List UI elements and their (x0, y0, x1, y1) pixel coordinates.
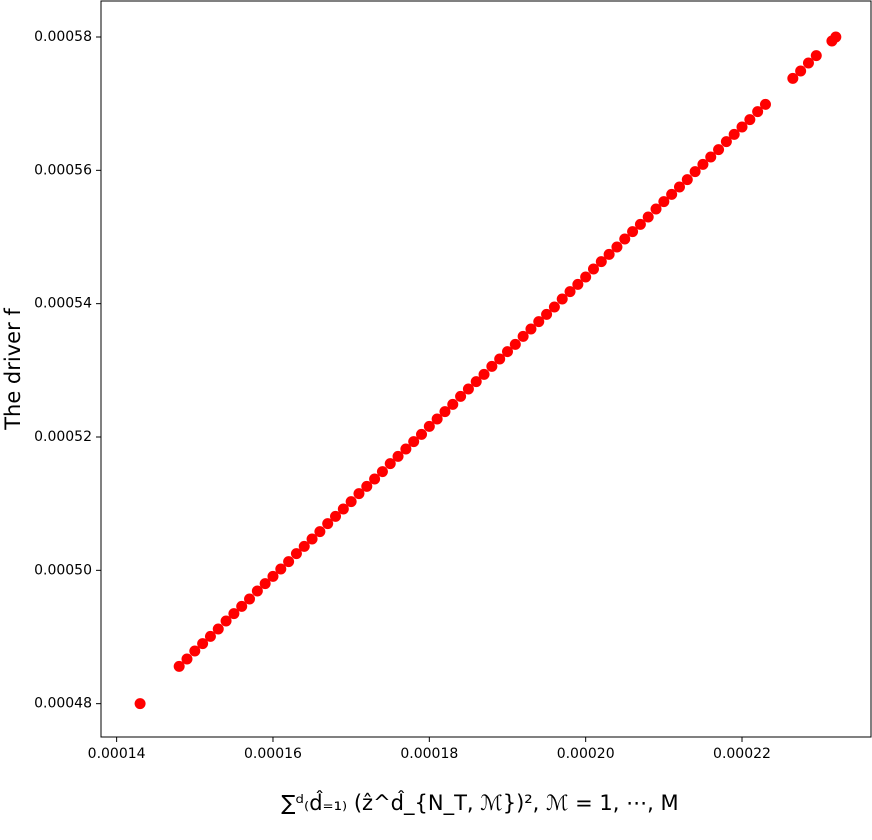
point (439, 406, 451, 418)
point (337, 503, 349, 515)
point (431, 413, 443, 425)
point (259, 578, 271, 590)
point (212, 623, 224, 635)
point (642, 211, 654, 223)
point (204, 630, 216, 642)
point (392, 450, 404, 462)
point (673, 181, 685, 193)
point (134, 698, 146, 710)
point (283, 556, 295, 568)
point (603, 248, 615, 260)
point (572, 278, 584, 290)
x-tick-label: 0.00016 (244, 746, 302, 762)
point (619, 233, 631, 245)
point (173, 660, 185, 672)
point (275, 563, 287, 575)
point (369, 473, 381, 485)
point (627, 226, 639, 238)
y-axis-label: The driver f (1, 308, 25, 431)
point (744, 114, 756, 126)
point (713, 144, 725, 156)
point (423, 420, 435, 432)
y-tick-label: 0.00048 (34, 696, 92, 712)
point (447, 398, 459, 410)
point (795, 65, 807, 77)
point (525, 323, 537, 335)
point (244, 593, 256, 605)
point (810, 50, 822, 62)
point (181, 653, 193, 665)
point (408, 436, 420, 448)
point (787, 72, 799, 84)
x-tick-label: 0.00022 (713, 746, 771, 762)
point (486, 360, 498, 372)
point (330, 510, 342, 522)
point (580, 271, 592, 283)
x-tick-label: 0.00018 (400, 746, 458, 762)
point (353, 488, 365, 500)
point (533, 316, 545, 328)
point (361, 480, 373, 492)
point (251, 585, 263, 597)
point (189, 645, 201, 657)
point (556, 293, 568, 305)
x-axis-label: ∑ᵈ₍d̂₌₁₎ (ẑ^d̂_{N_T, ℳ})², ℳ = 1, ⋯, M (281, 790, 678, 816)
point (697, 158, 709, 170)
point (290, 548, 302, 560)
point (470, 376, 482, 388)
y-tick-label: 0.00056 (34, 162, 92, 178)
point (802, 57, 814, 69)
y-tick-label: 0.00052 (34, 429, 92, 445)
x-tick-label: 0.00020 (557, 746, 615, 762)
point (197, 638, 209, 650)
y-tick-label: 0.00054 (34, 296, 92, 312)
point (658, 196, 670, 208)
point (267, 570, 279, 582)
point (611, 241, 623, 253)
point (689, 166, 701, 178)
point (548, 301, 560, 313)
point (322, 518, 334, 530)
point (595, 256, 607, 268)
point (681, 174, 693, 186)
point (587, 263, 599, 275)
x-tick-label: 0.00014 (88, 746, 146, 762)
point (564, 286, 576, 298)
point (228, 608, 240, 620)
point (541, 308, 553, 320)
point (728, 128, 740, 140)
point (752, 106, 764, 118)
point (236, 600, 248, 612)
point (384, 458, 396, 470)
point (494, 353, 506, 365)
point (455, 390, 467, 402)
point (345, 496, 357, 508)
point (298, 540, 310, 552)
point (462, 383, 474, 395)
point (501, 346, 513, 358)
point (314, 526, 326, 538)
point (634, 218, 646, 230)
y-tick-label: 0.00058 (34, 29, 92, 45)
point (736, 121, 748, 133)
point (509, 338, 521, 350)
point (830, 31, 842, 43)
point (705, 151, 717, 163)
point (376, 466, 388, 478)
point (220, 615, 232, 627)
point (759, 98, 771, 110)
plot-frame (100, 0, 872, 738)
point (478, 368, 490, 380)
point (517, 330, 529, 342)
point (400, 443, 412, 455)
point (650, 203, 662, 215)
y-tick-label: 0.00050 (34, 562, 92, 578)
point (666, 188, 678, 200)
point (720, 136, 732, 148)
point (416, 428, 428, 440)
point (306, 533, 318, 545)
